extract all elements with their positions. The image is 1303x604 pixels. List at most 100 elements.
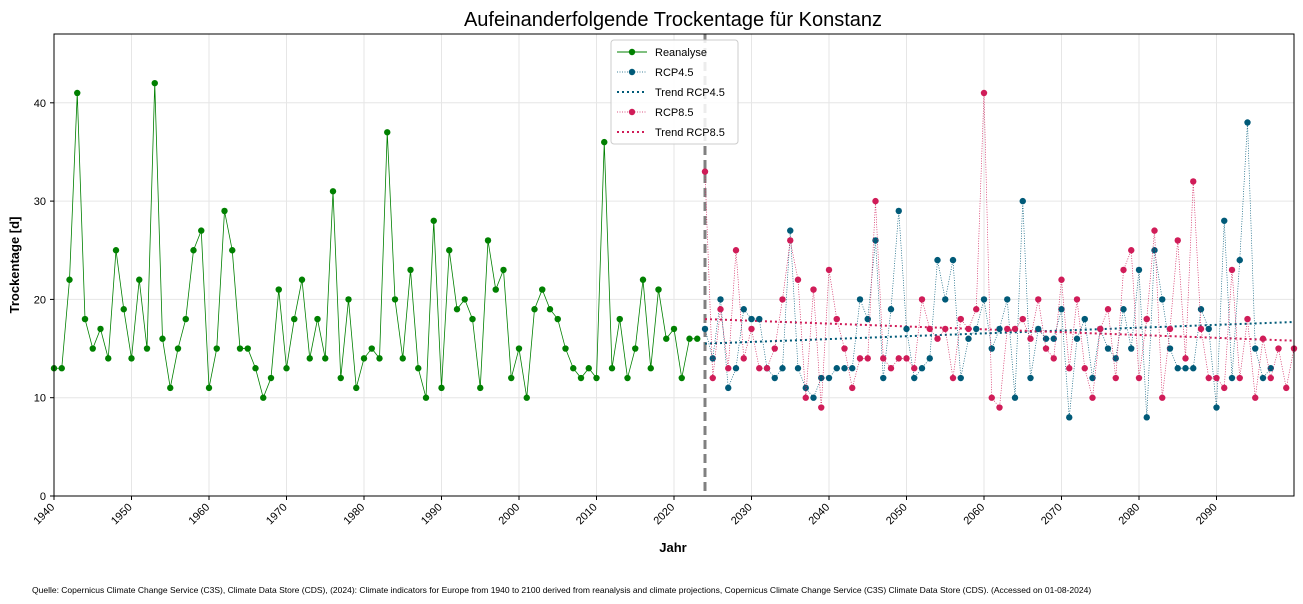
legend-label-rcp8-5: RCP8.5 [655,107,694,119]
rcp8-5-point [1027,335,1034,342]
x-tick-label: 2070 [1039,501,1065,527]
rcp8-5-point [810,286,817,293]
reanalyse-point [616,315,623,323]
rcp8-5-point [1275,345,1282,352]
reanalyse-point [221,207,228,215]
series-group [50,79,1298,421]
rcp8-5-point [957,315,964,323]
reanalyse-point [74,89,81,97]
rcp4-5-point [1228,374,1236,382]
reanalyse-point [639,276,647,283]
rcp4-5-point [779,365,786,372]
rcp4-5-point [717,296,724,303]
legend-label-reanalyse: Reanalyse [655,47,707,59]
rcp4-5-point [1259,374,1267,382]
y-tick-label: 20 [34,294,46,306]
legend-marker-rcp8-5 [628,108,636,116]
rcp4-5-point [1135,266,1143,274]
rcp4-5-point [1174,365,1181,372]
reanalyse-point [515,345,523,352]
reanalyse-point [624,374,631,382]
rcp4-5-point [1252,345,1259,352]
series-rcp4-5 [701,119,1274,421]
reanalyse-point [267,374,275,382]
reanalyse-point [531,306,538,313]
y-tick-label: 10 [34,393,46,405]
rcp8-5-point [1151,227,1158,234]
rcp4-5-point [841,365,848,372]
rcp4-5-point [1159,296,1166,303]
rcp4-5-point [748,315,755,323]
reanalyse-point [593,374,600,382]
source-note: Quelle: Copernicus Climate Change Servic… [32,585,1092,595]
legend-label-rcp4-5: RCP4.5 [655,67,694,79]
rcp8-5-point [1097,325,1104,333]
rcp8-5-point [717,306,724,313]
reanalyse-point [415,365,422,372]
reanalyse-point [291,315,298,323]
rcp4-5-point [934,256,941,264]
reanalyse-point [430,217,437,224]
rcp8-5-point [1228,266,1236,274]
reanalyse-point [205,384,213,392]
reanalyse-point [105,355,112,362]
rcp8-5-point [926,325,933,333]
rcp8-5-point [825,266,833,274]
reanalyse-point [678,374,685,382]
rcp8-5-point [1073,296,1081,303]
rcp8-5-point [1135,374,1143,382]
rcp8-5-line [704,92,1295,409]
rcp4-5-point [856,296,864,303]
rcp4-5-point [1120,306,1127,313]
reanalyse-point [143,345,151,352]
rcp8-5-point [1050,355,1057,362]
rcp8-5-point [1042,345,1050,352]
reanalyse-point [368,345,375,352]
rcp4-5-point [1066,414,1073,421]
rcp8-5-point [794,276,802,283]
reanalyse-point [391,296,399,303]
reanalyse-point [469,315,476,323]
rcp4-5-point [1182,365,1189,372]
rcp4-5-point [980,296,988,303]
rcp8-5-point [849,384,856,392]
rcp4-5-point [825,374,833,382]
reanalyse-point [190,247,197,254]
rcp4-5-point [810,394,817,401]
y-axis: 0 10 20 30 40 [34,98,54,503]
x-axis: 1940 1950 1960 1970 1980 1990 2000 2010 2020 2030… [31,496,1220,527]
reanalyse-point [252,365,259,372]
reanalyse-point [360,355,368,362]
rcp8-5-point [818,404,825,411]
rcp8-5-point [1066,365,1073,372]
rcp4-5-point [833,365,840,372]
reanalyse-point [492,286,499,293]
rcp8-5-point [965,325,972,333]
rcp8-5-point [864,355,871,362]
reanalyse-point [461,296,468,303]
rcp4-5-point [895,207,902,215]
rcp8-5-point [802,394,809,401]
rcp4-5-point [965,335,972,342]
reanalyse-point [322,355,329,362]
reanalyse-point [337,374,344,382]
rcp8-5-point [1004,325,1011,333]
rcp4-5-point [1004,296,1011,303]
rcp8-5-point [880,355,887,362]
rcp4-5-point [794,365,802,372]
rcp4-5-point [701,325,709,333]
rcp4-5-point [1244,119,1251,126]
rcp8-5-point [1112,374,1119,382]
x-tick-label: 1950 [109,501,135,527]
reanalyse-point [314,315,321,323]
x-tick-label: 1970 [264,501,290,527]
rcp8-5-point [1213,374,1220,382]
rcp4-5-point [1221,217,1228,224]
reanalyse-point [182,315,189,323]
reanalyse-point [647,365,654,372]
rcp8-5-point [725,365,732,372]
rcp8-5-point [1252,394,1259,401]
x-tick-label: 1980 [341,501,367,527]
rcp8-5-point [1182,355,1189,362]
x-tick-label: 2030 [729,501,755,527]
